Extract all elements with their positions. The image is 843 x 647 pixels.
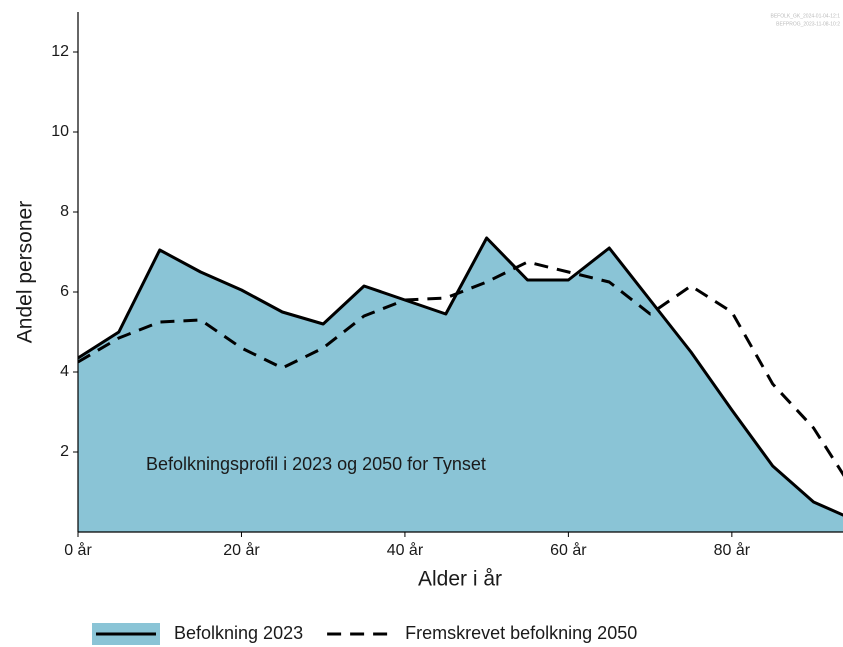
y-tick-label: 10 (51, 123, 69, 140)
y-tick-label: 4 (60, 363, 69, 380)
legend-item: Fremskrevet befolkning 2050 (327, 623, 637, 643)
y-tick-label: 2 (60, 443, 69, 460)
legend-item: Befolkning 2023 (92, 623, 303, 645)
x-axis-label: Alder i år (418, 568, 502, 591)
y-tick-label: 8 (60, 203, 69, 220)
plot-area (78, 236, 843, 532)
legend-label: Fremskrevet befolkning 2050 (405, 623, 637, 643)
x-tick-label: 80 år (714, 541, 751, 559)
stamp: BEFOLK_GK_2024-01-04-12:1 (771, 13, 841, 19)
y-tick-label: 12 (51, 43, 69, 60)
line (78, 236, 843, 517)
line (78, 260, 843, 477)
x-tick-label: 40 år (387, 541, 424, 559)
x-tick-label: 0 år (64, 541, 92, 559)
stamp: BEFPROG_2023-11-08-10:2 (776, 21, 840, 27)
x-tick-label: 20 år (223, 541, 260, 559)
legend-label: Befolkning 2023 (174, 623, 303, 643)
annotation: Befolkningsprofil i 2023 og 2050 for Tyn… (146, 454, 486, 474)
y-axis-label: Andel personer (14, 201, 37, 343)
area (78, 238, 843, 532)
x-tick-label: 60 år (550, 541, 587, 559)
y-tick-label: 6 (60, 283, 69, 300)
